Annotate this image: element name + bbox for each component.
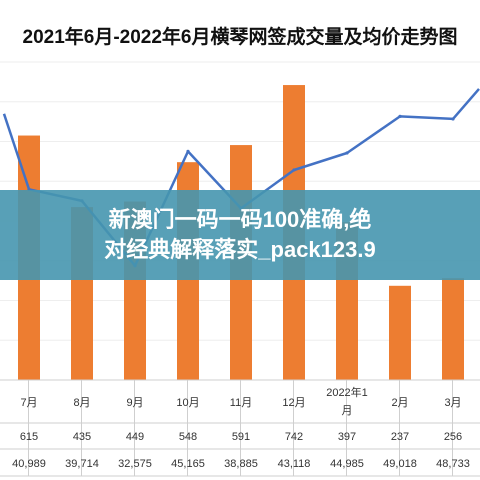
table-cell: 38,885	[224, 458, 258, 470]
table-cell: 44,985	[330, 458, 364, 470]
overlay-banner: 新澳门一码一码100准确,绝 对经典解释落实_pack123.9	[0, 190, 480, 280]
line-point	[186, 149, 190, 153]
data-table: 7月 8月 9月 10月 11月 12月 2022年1 月 2月 3月 615 435 449 548 59…	[0, 379, 480, 477]
tick-label: 2月	[391, 397, 408, 409]
table-cell: 39,714	[65, 458, 99, 470]
table-cell: 449	[126, 431, 144, 443]
table-cell: 32,575	[118, 458, 152, 470]
table-cell: 435	[73, 431, 91, 443]
table-cell: 40,989	[12, 458, 46, 470]
line-point	[398, 114, 402, 118]
overlay-line-2: 对经典解释落实_pack123.9	[104, 237, 376, 262]
table-cell: 615	[20, 431, 38, 443]
table-cell: 43,118	[278, 458, 311, 470]
tick-label: 9月	[126, 397, 143, 409]
table-cell: 48,733	[436, 458, 470, 470]
chart-title: 2021年6月-2022年6月横琴网签成交量及均价走势图	[22, 27, 458, 48]
tick-label: 3月	[444, 397, 461, 409]
tick-label: 7月	[20, 397, 37, 409]
tick-label: 2022年1	[326, 385, 368, 399]
table-cell: 49,018	[383, 458, 417, 470]
line-point	[345, 151, 349, 155]
bar	[389, 285, 411, 380]
bar	[442, 278, 464, 380]
table-cell: 256	[444, 431, 462, 443]
tick-label: 8月	[73, 397, 90, 409]
tick-label-continued: 月	[342, 405, 353, 417]
table-cell: 742	[285, 431, 303, 443]
table-cell: 591	[232, 431, 250, 443]
tick-label: 10月	[176, 397, 199, 409]
table-cell: 45,165	[171, 458, 205, 470]
tick-label: 11月	[230, 397, 252, 409]
line-point	[451, 117, 455, 121]
line-point	[292, 168, 296, 172]
table-cell: 548	[179, 431, 197, 443]
overlay-line-1: 新澳门一码一码100准确,绝	[108, 207, 372, 232]
table-cell: 237	[391, 431, 409, 443]
table-cell: 397	[338, 431, 356, 443]
tick-label: 12月	[282, 397, 305, 409]
